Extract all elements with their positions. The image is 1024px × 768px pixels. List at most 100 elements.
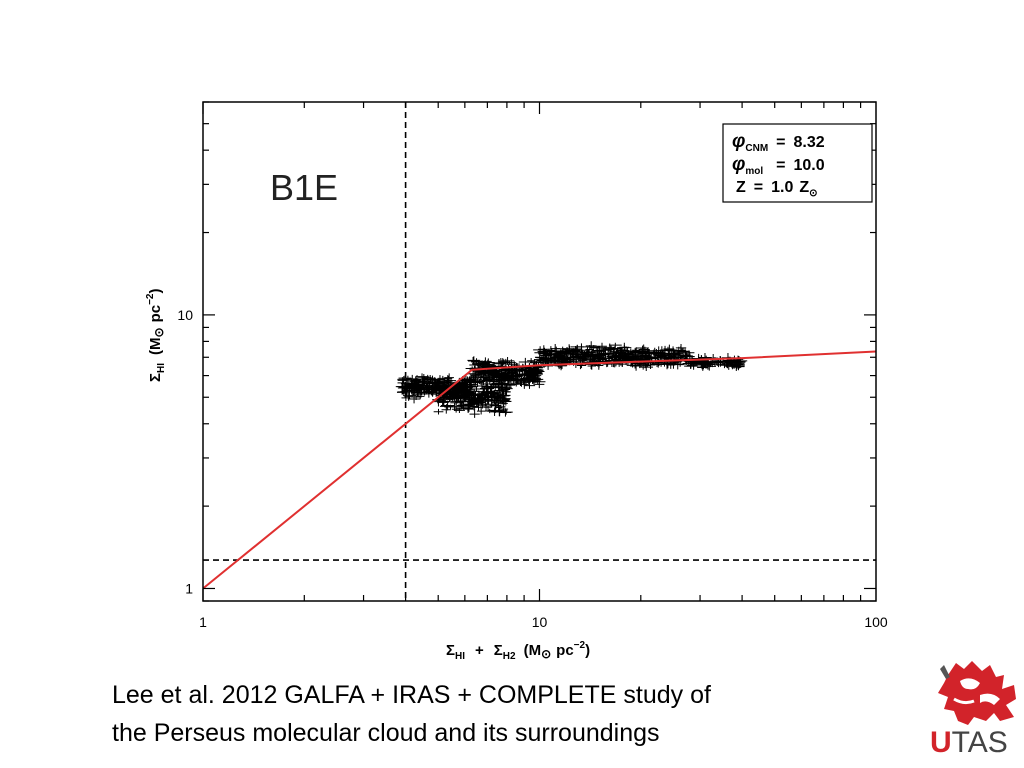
- scatter-point-928: [549, 353, 559, 363]
- scatter-point-380: [462, 406, 473, 412]
- scatter-points: [395, 341, 748, 418]
- legend-line-mol: φmol = 10.0: [732, 154, 825, 177]
- scatter-point-1128: [656, 351, 671, 357]
- scatter-point-1136: [632, 350, 643, 360]
- x-tick-label-100: 100: [864, 614, 888, 630]
- scatter-point-457: [499, 408, 512, 417]
- scatter-point-738: [468, 379, 482, 385]
- legend-line-cnm: φCNM = 8.32: [732, 131, 825, 154]
- scatter-point-966: [603, 350, 613, 357]
- caption-line-2: the Perseus molecular cloud and its surr…: [112, 719, 660, 747]
- scatter-point-944: [592, 354, 606, 362]
- legend-box: [722, 123, 873, 203]
- scatter-point-455: [438, 377, 451, 386]
- axes: 1 10 100 1 10: [177, 101, 888, 630]
- model-line-layer: [202, 350, 877, 590]
- scatter-point-1079: [639, 363, 654, 372]
- scatter-point-1210: [720, 361, 734, 368]
- scatter-point-927: [541, 354, 553, 365]
- scatter-point-1069: [638, 344, 649, 355]
- scatter-point-973: [597, 351, 610, 358]
- scatter-point-941: [603, 349, 617, 359]
- scatter-point-905: [571, 346, 583, 353]
- scatter-point-721: [520, 376, 530, 383]
- utas-logo-text: UTAS: [930, 726, 1024, 760]
- scatter-point-442: [494, 387, 505, 394]
- model-line: [202, 350, 877, 590]
- scatter-point-697: [479, 375, 488, 383]
- scatter-point-186: [423, 388, 436, 395]
- scatter-point-699: [517, 366, 526, 372]
- scatter-point-248: [407, 394, 421, 404]
- scatter-point-1228: [692, 353, 706, 364]
- scatter-point-800: [585, 341, 597, 351]
- scatter-point-413: [450, 396, 462, 406]
- scatter-point-1121: [634, 348, 648, 354]
- scatter-point-965: [538, 348, 549, 357]
- scatter-point-972: [586, 352, 599, 360]
- legend-line-metallicity: Z = 1.0 Z⊙: [736, 179, 818, 199]
- scatter-point-650: [534, 380, 545, 389]
- scatter-point-446: [458, 389, 469, 395]
- scatter-point-934: [608, 346, 621, 351]
- scatter-point-475: [495, 393, 506, 404]
- scatter-point-733: [505, 371, 519, 379]
- scatter-point-1084: [671, 354, 684, 360]
- scatter-point-730: [469, 361, 481, 369]
- scatter-point-459: [456, 383, 469, 391]
- scatter-point-1106: [666, 348, 681, 354]
- scatter-point-1139: [640, 351, 651, 360]
- scatter-point-687: [517, 381, 526, 387]
- scatter-point-249: [412, 375, 422, 384]
- scatter-point-1109: [650, 362, 664, 367]
- scatter-point-887: [597, 342, 607, 350]
- scatter-point-472: [470, 388, 479, 394]
- scatter-point-1131: [649, 348, 664, 356]
- scatter-point-696: [500, 357, 515, 365]
- scatter-point-727: [510, 379, 523, 387]
- scatter-point-895: [562, 347, 573, 352]
- scatter-point-960: [560, 350, 572, 357]
- y-tick-label-10: 10: [177, 307, 193, 323]
- scatter-point-225: [416, 375, 429, 382]
- scatter-point-234: [418, 389, 431, 396]
- scatter-point-474: [481, 384, 492, 392]
- scatter-point-211: [405, 378, 419, 384]
- reference-lines: [203, 102, 876, 601]
- logo-u: U: [930, 726, 952, 759]
- scatter-point-935: [574, 354, 584, 361]
- utas-lion-logo-icon: [938, 661, 1016, 725]
- scatter-point-1042: [677, 347, 689, 356]
- x-axis-label: ΣHI + ΣH2 (M⊙ pc−2): [446, 640, 590, 662]
- scatter-point-713: [467, 356, 481, 365]
- scatter-point-468: [433, 384, 444, 390]
- scatter-point-258: [404, 386, 419, 394]
- scatter-point-464: [451, 393, 463, 400]
- scatter-point-216: [416, 380, 428, 390]
- scatter-point-736: [494, 375, 508, 385]
- scatter-point-476: [446, 391, 457, 397]
- scatter-point-1221: [731, 363, 742, 372]
- scatter-point-1126: [622, 350, 635, 358]
- scatter-point-739: [505, 381, 517, 388]
- scatter-point-252: [408, 383, 422, 393]
- scatter-point-1212: [723, 362, 734, 370]
- scatter-point-456: [463, 403, 474, 408]
- scatter-point-421: [500, 384, 513, 393]
- scatter-point-381: [487, 390, 501, 396]
- logo-tas: TAS: [951, 726, 1008, 759]
- panel-label: B1E: [270, 167, 338, 208]
- scatter-point-835: [608, 342, 622, 348]
- scatter-point-467: [492, 406, 507, 417]
- scatter-point-1120: [672, 346, 685, 355]
- scatter-point-962: [555, 348, 566, 356]
- caption: Lee et al. 2012 GALFA + IRAS + COMPLETE …: [112, 676, 872, 752]
- scatter-point-233: [424, 377, 438, 383]
- scatter-point-453: [437, 396, 451, 401]
- scatter-point-1066: [663, 346, 673, 351]
- scatter-point-970: [578, 350, 591, 359]
- y-axis-label: ΣHI(M⊙pc−2): [145, 289, 167, 383]
- scatter-point-419: [498, 389, 507, 398]
- scatter-point-1134: [639, 363, 651, 369]
- scatter-point-251: [422, 384, 431, 392]
